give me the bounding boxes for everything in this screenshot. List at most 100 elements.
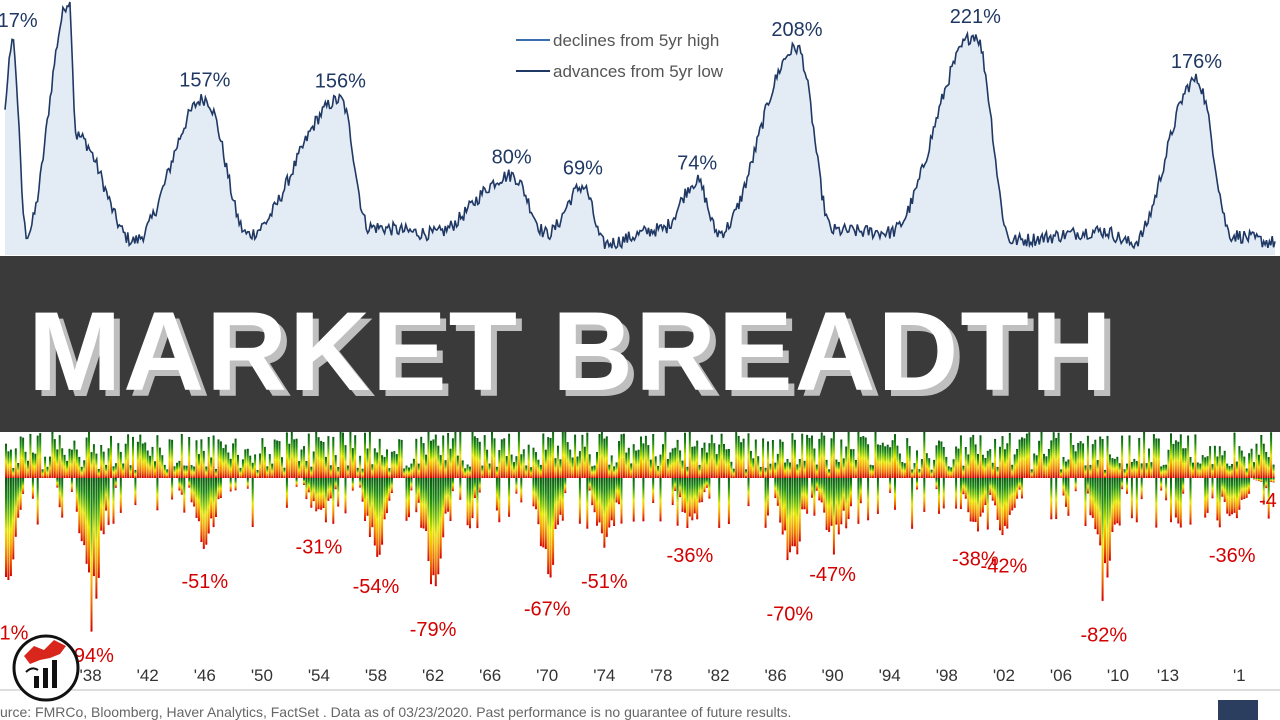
breadth-bar-up (862, 436, 865, 478)
breadth-bar-up (210, 457, 213, 478)
breadth-bar-up (644, 435, 647, 478)
breadth-bar-down (217, 478, 220, 500)
breadth-bar-up (779, 439, 782, 478)
x-tick-label: '38 (80, 666, 102, 685)
breadth-bar-up (957, 448, 960, 478)
breadth-bar-down (437, 478, 440, 575)
breadth-bar-up (1116, 456, 1119, 478)
breadth-bar-down (315, 478, 318, 512)
breadth-bar-up (1248, 453, 1251, 478)
breadth-bar-down (984, 478, 987, 505)
breadth-bar-up (1272, 464, 1275, 478)
breadth-bar-down (476, 478, 479, 529)
breadth-bar-up (627, 447, 630, 478)
breadth-bar-down (324, 478, 327, 523)
breadth-bar-up (942, 447, 945, 478)
breadth-bar-down (1233, 478, 1236, 513)
breadth-bar-up (947, 466, 950, 478)
breadth-bar-up (1211, 464, 1214, 478)
breadth-bar-down (867, 478, 870, 521)
breadth-bar-up (906, 438, 909, 478)
breadth-bar-up (881, 442, 884, 478)
breadth-bar-up (114, 463, 117, 478)
breadth-bar-up (1209, 446, 1212, 478)
breadth-bar-up (337, 467, 340, 478)
breadth-bar-up (1077, 443, 1080, 478)
breadth-bar-up (73, 440, 76, 478)
breadth-bar-up (1113, 458, 1116, 478)
breadth-bar-up (300, 449, 303, 478)
breadth-bar-down (972, 478, 975, 522)
breadth-bar-up (701, 447, 704, 478)
breadth-bar-down (320, 478, 323, 510)
breadth-bar-up (1157, 438, 1160, 478)
breadth-bar-up (1126, 463, 1128, 478)
breadth-bar-down (449, 478, 452, 521)
breadth-bar-down (962, 478, 965, 495)
breadth-bar-up (767, 441, 769, 478)
breadth-bar-down (964, 478, 967, 499)
breadth-bar-up (693, 446, 696, 478)
breadth-bar-up (1172, 443, 1175, 478)
breadth-bar-down (1050, 478, 1053, 520)
breadth-bar-up (527, 444, 530, 478)
breadth-bar-up (1043, 453, 1045, 478)
breadth-bar-up (217, 439, 220, 478)
breadth-bar-up (688, 431, 691, 478)
breadth-bar-down (295, 478, 298, 487)
breadth-bar-up (430, 440, 432, 478)
breadth-bar-up (195, 440, 198, 478)
breadth-bar-down (7, 478, 10, 580)
breadth-bar-up (398, 439, 401, 478)
breadth-bar-up (977, 454, 979, 478)
breadth-bar-up (31, 452, 34, 478)
breadth-bar-down (999, 478, 1001, 531)
breadth-bar-down (676, 478, 679, 526)
breadth-bar-up (920, 459, 923, 478)
breadth-bar-up (745, 469, 747, 478)
breadth-bar-down (554, 478, 557, 529)
breadth-bar-up (68, 448, 71, 478)
drawdown-label: -51% (581, 571, 628, 593)
drawdown-label: -47% (809, 564, 856, 586)
breadth-bar-up (1262, 443, 1265, 478)
breadth-bar-up (876, 444, 879, 478)
breadth-bar-down (793, 478, 796, 547)
breadth-bar-up (1253, 462, 1255, 478)
breadth-bar-up (493, 438, 496, 478)
breadth-bar-down (22, 478, 25, 494)
breadth-bar-up (622, 433, 625, 478)
breadth-bar-up (1240, 450, 1243, 478)
breadth-bar-up (525, 465, 528, 478)
breadth-bar-down (420, 478, 423, 528)
breadth-bar-up (254, 454, 257, 478)
breadth-bar-up (1074, 451, 1077, 478)
breadth-bar-up (894, 434, 896, 478)
breadth-bar-up (166, 469, 169, 478)
breadth-bar-down (825, 478, 828, 530)
breadth-bar-down (727, 478, 730, 524)
breadth-bar-up (105, 464, 108, 478)
breadth-bar-up (400, 439, 403, 478)
breadth-bar-up (371, 464, 374, 478)
breadth-bar-down (774, 478, 777, 498)
breadth-bar-down (996, 478, 999, 520)
breadth-bar-up (80, 466, 83, 478)
breadth-bar-down (219, 478, 222, 498)
breadth-bar-down (105, 478, 108, 511)
advances-line (4, 1, 1276, 250)
breadth-bar-up (222, 448, 225, 478)
breadth-bar-up (637, 449, 640, 478)
breadth-bar-up (178, 460, 181, 478)
breadth-bar-down (1013, 478, 1016, 508)
breadth-bar-down (332, 478, 335, 524)
breadth-bar-up (285, 432, 288, 478)
breadth-bar-up (449, 448, 452, 478)
breadth-bar-up (1016, 449, 1019, 478)
peak-label: 156% (315, 71, 366, 93)
breadth-bar-up (1130, 462, 1133, 478)
breadth-bar-up (366, 448, 369, 478)
breadth-bar-down (593, 478, 596, 513)
breadth-bar-down (364, 478, 366, 521)
x-tick-label: '54 (308, 666, 330, 685)
